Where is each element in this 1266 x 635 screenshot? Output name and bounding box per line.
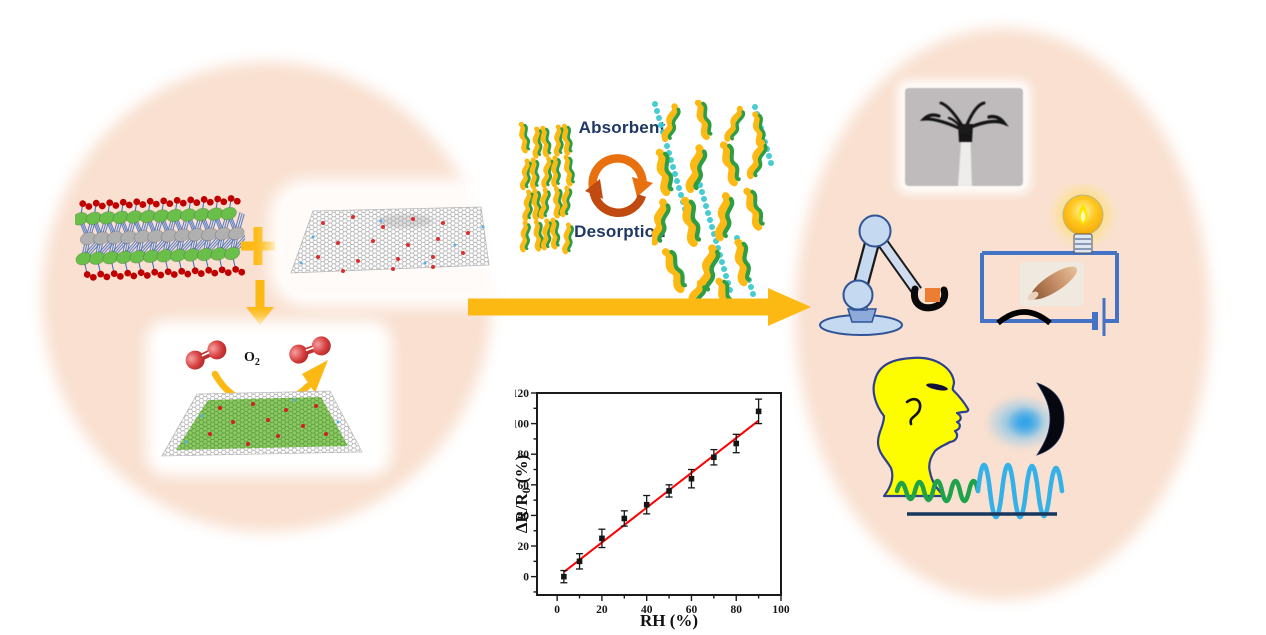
ear bbox=[905, 397, 922, 426]
reduced-graphene-sheet bbox=[161, 390, 363, 457]
mxene-lattice-icon bbox=[75, 195, 245, 281]
desorption-label: Desorption bbox=[574, 222, 666, 241]
absorbent-label: Absorbent bbox=[578, 118, 666, 137]
svg-text:40: 40 bbox=[518, 510, 530, 522]
exhale-wave-small bbox=[894, 478, 981, 504]
light-bulb-icon bbox=[1062, 194, 1104, 254]
x-axis-label: RH (%) bbox=[640, 611, 698, 630]
svg-text:80: 80 bbox=[730, 604, 742, 616]
oxygen-release-panel: O2 bbox=[158, 332, 380, 464]
sensor-icon bbox=[1036, 382, 1065, 456]
absorb-desorb-cycle-icon bbox=[585, 154, 653, 217]
o2-molecule-icon bbox=[182, 337, 229, 372]
down-arrow-icon bbox=[246, 280, 274, 325]
human-head-icon bbox=[872, 356, 970, 498]
svg-text:40: 40 bbox=[641, 604, 653, 616]
eye bbox=[926, 383, 948, 391]
svg-text:120: 120 bbox=[515, 388, 529, 400]
gripped-cube bbox=[925, 288, 940, 302]
robot-arm-icon bbox=[819, 214, 949, 336]
svg-text:20: 20 bbox=[596, 604, 608, 616]
svg-text:60: 60 bbox=[518, 480, 530, 492]
stacked-nanosheets bbox=[518, 122, 580, 264]
process-arrow-icon bbox=[468, 288, 811, 326]
breath-core bbox=[1008, 406, 1044, 438]
chart-plot-area: 0 20 40 60 80 100 0 20 40 60 80 100 120 bbox=[515, 388, 790, 616]
exhale-wave-large bbox=[975, 463, 1065, 519]
svg-text:0: 0 bbox=[523, 572, 529, 584]
svg-text:20: 20 bbox=[518, 541, 530, 553]
o2-text: O2 bbox=[244, 350, 260, 368]
expanded-nanosheets-with-water bbox=[652, 100, 774, 302]
plus-icon bbox=[241, 227, 275, 265]
sensor-element-arc bbox=[996, 309, 1052, 326]
bulb-circuit bbox=[980, 184, 1119, 336]
svg-text:100: 100 bbox=[515, 419, 529, 431]
y-axis-label: ΔR/R0 (%) bbox=[515, 455, 533, 534]
oxygen-escape-arrowhead bbox=[302, 360, 328, 393]
actuator-photo bbox=[905, 88, 1023, 186]
waveform-icon bbox=[894, 463, 1065, 519]
svg-text:0: 0 bbox=[554, 604, 560, 616]
circuit-wire bbox=[980, 251, 1119, 323]
gripper-icon bbox=[910, 285, 949, 312]
humidity-response-chart: 0 20 40 60 80 100 0 20 40 60 80 100 120 RH (%) ΔR/R0… bbox=[515, 383, 793, 635]
svg-text:100: 100 bbox=[772, 604, 790, 616]
finger-press-icon bbox=[1020, 262, 1084, 306]
svg-text:80: 80 bbox=[518, 449, 530, 461]
graphene-oxide-sheet bbox=[283, 193, 498, 293]
svg-text:60: 60 bbox=[686, 604, 698, 616]
